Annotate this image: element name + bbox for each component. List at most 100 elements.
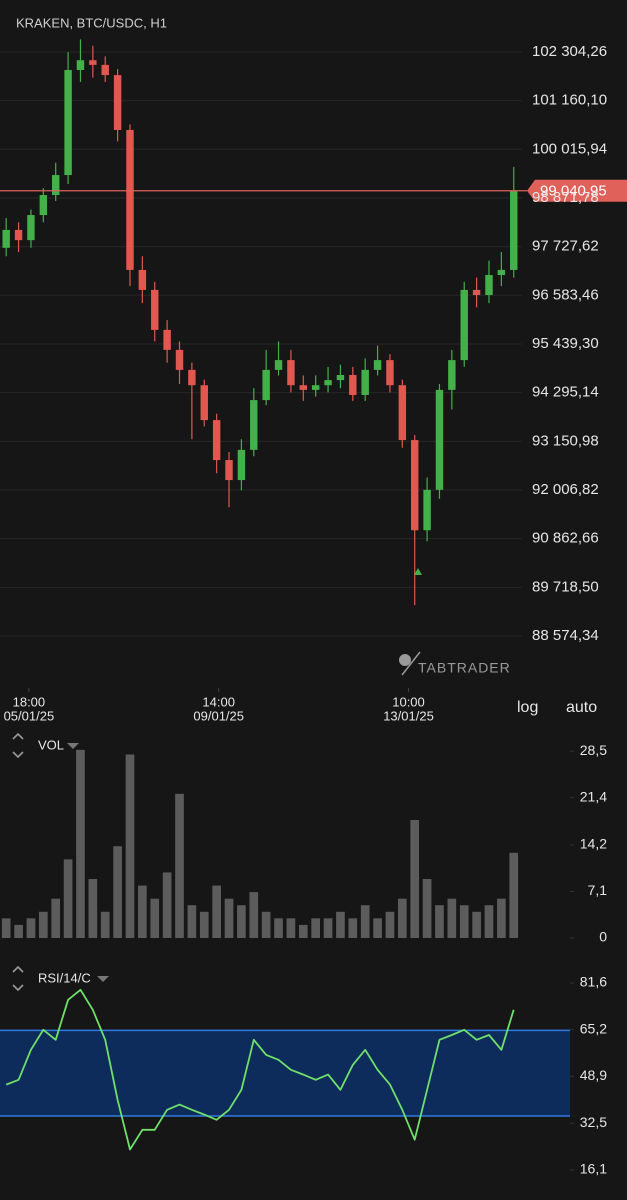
rsi-line (5, 988, 515, 1151)
rsi-band (0, 1030, 570, 1117)
y-tick-label: 93 150,98 (532, 432, 599, 449)
volume-bar (348, 918, 358, 938)
y-tick-label: 100 015,94 (532, 140, 607, 157)
candle-body (89, 60, 97, 65)
auto-toggle[interactable]: auto (566, 699, 597, 716)
candle-body (497, 269, 506, 276)
y-tick-label: 7,1 (588, 882, 608, 898)
volume-bar (76, 749, 85, 938)
candle-body (361, 369, 369, 395)
candle-body (64, 69, 72, 176)
volume-bar (138, 885, 147, 938)
chevron-down (12, 984, 24, 992)
candle-body (349, 374, 357, 395)
volume-bar (88, 879, 98, 938)
volume-bar (1, 918, 11, 938)
candle-body (101, 64, 109, 76)
volume-bar (125, 754, 135, 938)
volume-bar (237, 905, 246, 938)
candle-body (287, 360, 295, 386)
volume-bar (435, 905, 444, 938)
y-tick-label: 21,4 (580, 788, 607, 804)
volume-bar (113, 846, 122, 938)
candle-body (262, 369, 270, 401)
chevron-up (12, 732, 24, 740)
current-price-label: 99 040,95 (540, 183, 607, 200)
candle-body (460, 289, 468, 361)
volume-bar (385, 911, 395, 938)
candle-body (113, 75, 122, 130)
volume-bar (422, 879, 432, 938)
x-tick-label: 18:00 (13, 694, 46, 709)
y-tick-label: 90 862,66 (532, 530, 599, 547)
candle-body (237, 449, 246, 481)
volume-bar (224, 898, 234, 938)
volume-bar (14, 924, 23, 938)
x-tick-label: 14:00 (202, 694, 235, 709)
volume-bar (199, 911, 209, 938)
x-tick-sublabel: 09/01/25 (193, 708, 244, 723)
y-tick-label: 92 006,82 (532, 481, 599, 498)
volume-bar (360, 905, 370, 938)
candle-body (138, 269, 147, 290)
volume-bar (484, 905, 494, 938)
x-tick-sublabel: 05/01/25 (4, 708, 55, 723)
volume-bar (51, 898, 61, 938)
y-tick-label: 89 718,50 (532, 578, 599, 595)
volume-bar (100, 911, 110, 938)
volume-bar (509, 852, 519, 938)
candle-body (175, 349, 184, 370)
y-tick-label: 88 574,34 (532, 627, 599, 644)
volume-bar (397, 898, 407, 938)
candle-body (51, 175, 60, 196)
candle-body (212, 420, 221, 461)
log-toggle[interactable]: log (517, 699, 538, 716)
y-tick-label: 98 871,78 (532, 189, 599, 206)
candle-body (336, 374, 345, 381)
y-tick-label: 101 160,10 (532, 92, 607, 109)
candle-body (2, 229, 10, 248)
candle-body (299, 385, 308, 390)
signal-arrow (414, 568, 422, 575)
rsi-title: RSI/14/C (38, 970, 91, 985)
volume-bar (162, 872, 172, 938)
candle-body (398, 385, 407, 441)
volume-bar (63, 859, 73, 938)
candle-body (373, 360, 382, 370)
candle-body (14, 229, 23, 241)
volume-bar (261, 911, 271, 938)
y-tick-label: 32,5 (580, 1114, 607, 1130)
candle-body (163, 329, 171, 350)
candle-body (435, 389, 444, 490)
dropdown-caret (97, 976, 109, 982)
volume-bar (323, 918, 333, 938)
x-tick-sublabel: 13/01/25 (383, 708, 434, 723)
y-tick-label: 14,2 (580, 836, 607, 852)
vol-toggle[interactable]: VOL (12, 732, 79, 759)
candle-body (410, 440, 419, 531)
y-tick-label: 48,9 (580, 1067, 607, 1083)
y-tick-label: 94 295,14 (532, 384, 599, 401)
y-tick-label: 16,1 (580, 1161, 607, 1177)
y-tick-label: 0 (599, 929, 607, 945)
vol-title: VOL (38, 737, 64, 752)
candle-body (311, 385, 320, 390)
watermark-icon (399, 654, 411, 666)
candle-body (126, 129, 134, 270)
candle-body (76, 60, 85, 70)
candle-body (188, 369, 196, 386)
volume-bar (459, 905, 469, 938)
y-tick-label: 97 727,62 (532, 238, 599, 255)
chevron-down (12, 751, 24, 759)
volume-bar (497, 898, 506, 938)
candle-body (485, 275, 493, 296)
candle-body (200, 385, 208, 421)
candle-body (386, 360, 394, 386)
y-tick-label: 96 583,46 (532, 286, 599, 303)
chevron-up (12, 965, 24, 973)
volume-bar (447, 898, 457, 938)
symbol-title: KRAKEN, BTC/USDC, H1 (16, 15, 167, 30)
y-tick-label: 81,6 (580, 974, 607, 990)
rsi-toggle[interactable]: RSI/14/C (12, 965, 109, 992)
